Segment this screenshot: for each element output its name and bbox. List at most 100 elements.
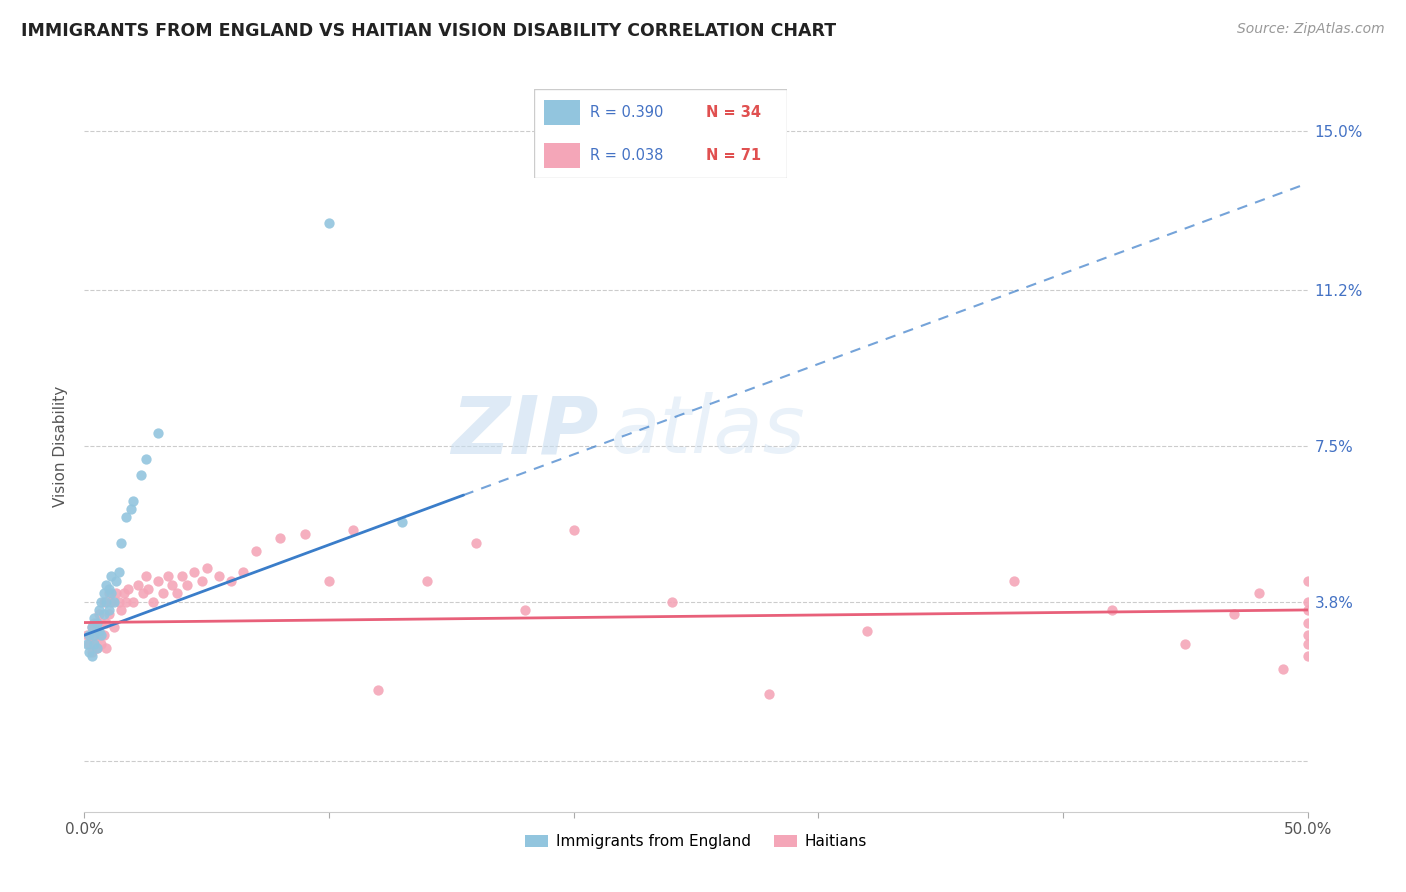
Point: [83, 628, 105, 642]
Point: [96, 615, 118, 630]
Point: [1296, 594, 1319, 608]
Point: [129, 468, 152, 483]
Text: Source: ZipAtlas.com: Source: ZipAtlas.com: [1237, 22, 1385, 37]
Point: [90, 636, 112, 650]
Point: [856, 624, 879, 638]
Point: [110, 603, 132, 617]
Point: [122, 493, 145, 508]
Point: [97, 586, 120, 600]
Point: [86, 640, 108, 655]
Point: [562, 523, 585, 537]
Point: [115, 594, 138, 608]
Point: [86, 615, 108, 630]
Point: [80, 645, 103, 659]
Point: [76, 628, 98, 642]
Point: [245, 544, 267, 558]
Point: [83, 632, 105, 647]
Point: [105, 586, 128, 600]
Point: [96, 640, 118, 655]
Point: [80, 620, 103, 634]
Point: [183, 565, 205, 579]
Text: R = 0.038: R = 0.038: [591, 148, 664, 162]
Point: [318, 216, 340, 230]
Point: [93, 628, 115, 642]
Point: [77, 636, 100, 650]
Point: [191, 574, 214, 588]
Point: [269, 532, 291, 546]
Point: [93, 594, 115, 608]
Point: [1296, 636, 1319, 650]
Text: N = 71: N = 71: [706, 148, 762, 162]
Point: [100, 594, 122, 608]
Text: R = 0.390: R = 0.390: [591, 105, 664, 120]
Legend: Immigrants from England, Haitians: Immigrants from England, Haitians: [519, 828, 873, 855]
Point: [122, 594, 145, 608]
Point: [115, 510, 138, 524]
Y-axis label: Vision Disability: Vision Disability: [53, 385, 69, 507]
Text: atlas: atlas: [610, 392, 806, 470]
Point: [97, 607, 120, 622]
Point: [83, 615, 105, 630]
Point: [117, 582, 139, 596]
Point: [77, 628, 100, 642]
Point: [107, 565, 129, 579]
Point: [100, 569, 122, 583]
Point: [127, 578, 149, 592]
Point: [97, 582, 120, 596]
Point: [1296, 628, 1319, 642]
Point: [416, 574, 439, 588]
Point: [105, 574, 128, 588]
Point: [90, 594, 112, 608]
Point: [135, 569, 157, 583]
Point: [1101, 603, 1123, 617]
Point: [758, 687, 780, 701]
Point: [176, 578, 198, 592]
Point: [294, 527, 316, 541]
Text: N = 34: N = 34: [706, 105, 762, 120]
Point: [90, 615, 112, 630]
FancyBboxPatch shape: [544, 143, 579, 168]
Point: [1223, 607, 1246, 622]
FancyBboxPatch shape: [544, 100, 579, 125]
Text: IMMIGRANTS FROM ENGLAND VS HAITIAN VISION DISABILITY CORRELATION CHART: IMMIGRANTS FROM ENGLAND VS HAITIAN VISIO…: [21, 22, 837, 40]
FancyBboxPatch shape: [534, 89, 787, 178]
Point: [464, 535, 486, 549]
Point: [172, 569, 194, 583]
Point: [1174, 636, 1197, 650]
Point: [87, 607, 110, 622]
Point: [86, 640, 108, 655]
Point: [110, 535, 132, 549]
Text: ZIP: ZIP: [451, 392, 598, 470]
Point: [1296, 603, 1319, 617]
Point: [87, 628, 110, 642]
Point: [1296, 574, 1319, 588]
Point: [146, 426, 169, 441]
Point: [152, 586, 174, 600]
Point: [120, 502, 142, 516]
Point: [156, 569, 179, 583]
Point: [219, 574, 242, 588]
Point: [83, 611, 105, 625]
Point: [135, 451, 157, 466]
Point: [87, 624, 110, 638]
Point: [1272, 662, 1295, 676]
Point: [391, 515, 413, 529]
Point: [136, 582, 159, 596]
Point: [107, 594, 129, 608]
Point: [1002, 574, 1025, 588]
Point: [166, 586, 188, 600]
Point: [513, 603, 536, 617]
Point: [97, 603, 120, 617]
Point: [77, 645, 100, 659]
Point: [76, 636, 98, 650]
Point: [1247, 586, 1270, 600]
Point: [96, 578, 118, 592]
Point: [90, 628, 112, 642]
Point: [83, 636, 105, 650]
Point: [112, 586, 135, 600]
Point: [93, 607, 115, 622]
Point: [661, 594, 683, 608]
Point: [195, 561, 218, 575]
Point: [146, 574, 169, 588]
Point: [342, 523, 364, 537]
